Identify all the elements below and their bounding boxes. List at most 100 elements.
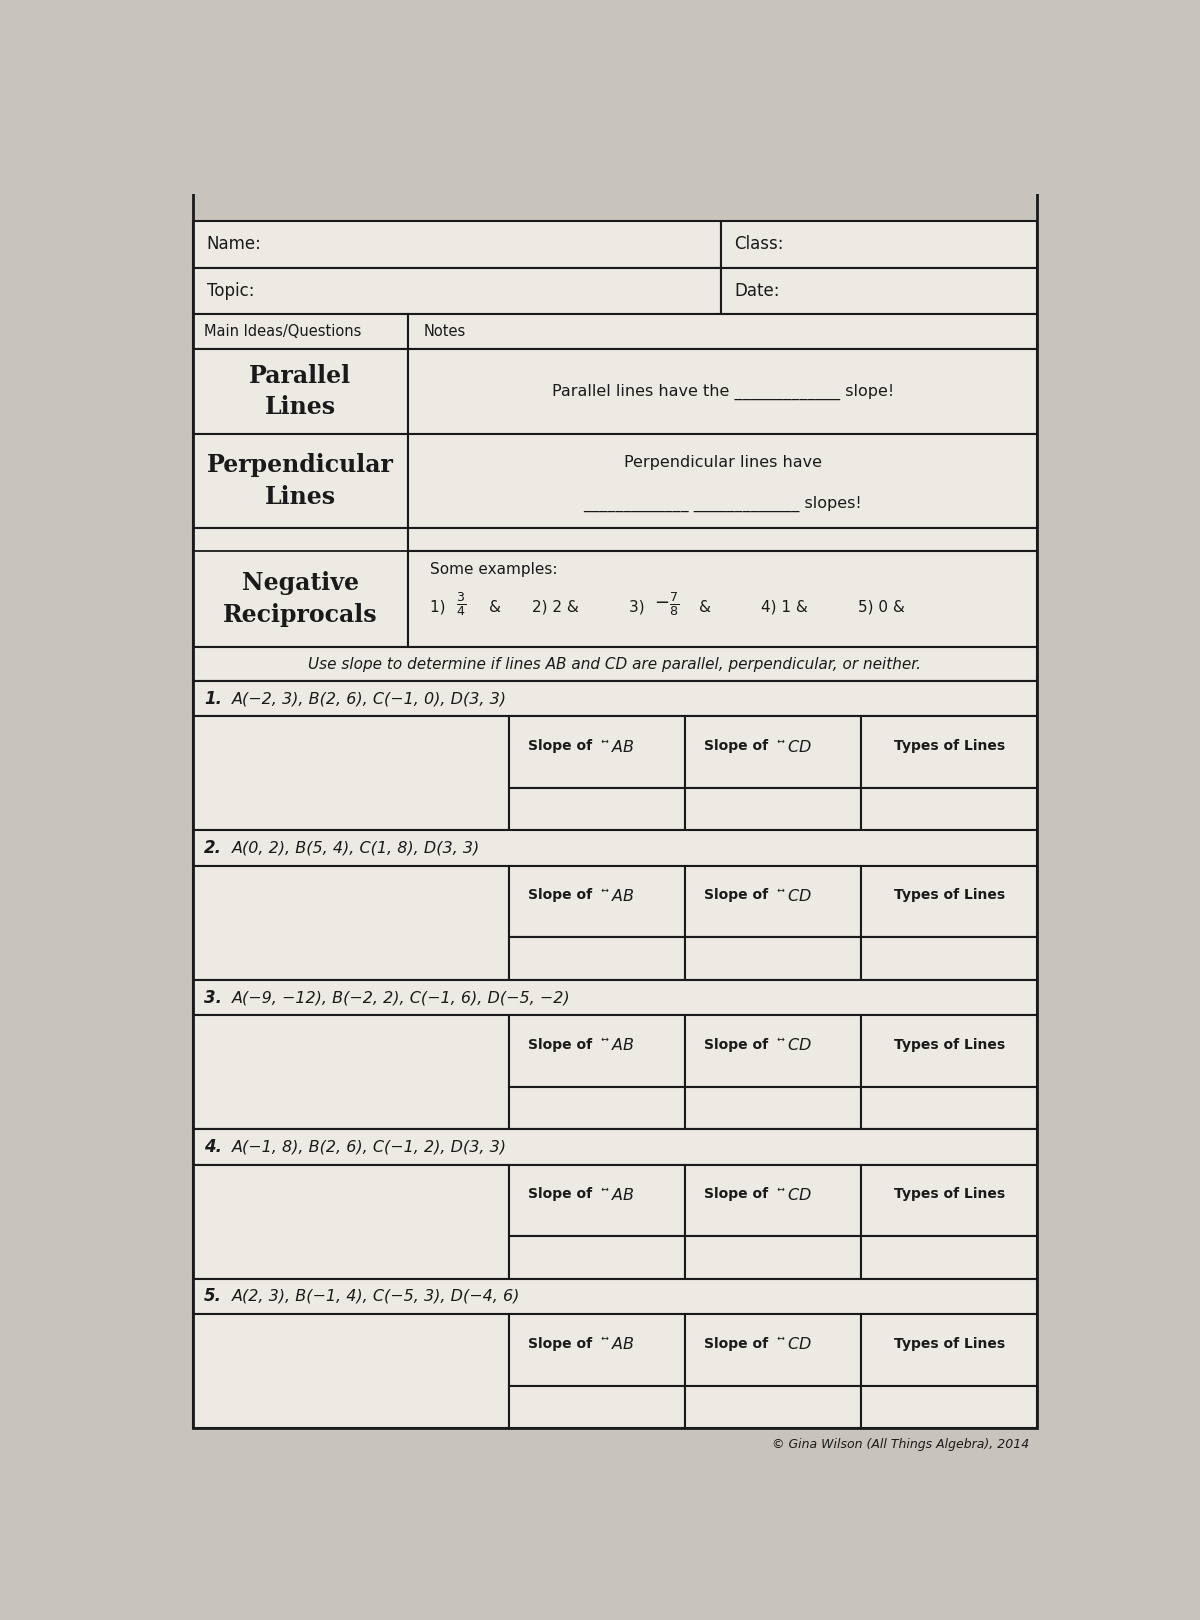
Bar <box>193 865 510 980</box>
Bar <box>862 787 1037 831</box>
Text: Use slope to determine if lines AB and CD are parallel, perpendicular, or neithe: Use slope to determine if lines AB and C… <box>308 656 922 672</box>
Bar <box>685 1236 862 1278</box>
Text: Types of Lines: Types of Lines <box>894 1187 1004 1202</box>
Bar <box>193 680 1037 716</box>
Text: 2) 2 &: 2) 2 & <box>532 599 578 614</box>
Text: Parallel
Lines: Parallel Lines <box>250 364 352 420</box>
Text: Slope of: Slope of <box>704 1187 773 1202</box>
Bar <box>862 1087 1037 1129</box>
Bar <box>862 1236 1037 1278</box>
Text: Types of Lines: Types of Lines <box>894 739 1004 753</box>
Bar <box>685 1165 862 1236</box>
Bar <box>193 434 408 528</box>
Bar <box>685 787 862 831</box>
Text: $\overleftrightarrow{CD}$: $\overleftrightarrow{CD}$ <box>778 1037 812 1053</box>
Bar <box>193 314 408 350</box>
Text: Slope of: Slope of <box>704 1038 773 1051</box>
Text: Perpendicular lines have: Perpendicular lines have <box>624 455 822 470</box>
Text: $\overleftrightarrow{AB}$: $\overleftrightarrow{AB}$ <box>601 1037 635 1053</box>
Bar <box>862 1314 1037 1385</box>
Bar <box>510 1087 685 1129</box>
Text: 5) 0 &: 5) 0 & <box>858 599 905 614</box>
Bar <box>193 980 1037 1016</box>
Bar <box>862 716 1037 787</box>
Bar <box>862 1165 1037 1236</box>
Bar <box>685 1385 862 1427</box>
Text: $\overleftrightarrow{AB}$: $\overleftrightarrow{AB}$ <box>601 1186 635 1202</box>
Text: 1): 1) <box>430 599 450 614</box>
Bar <box>408 350 1037 434</box>
Text: 4) 1 &: 4) 1 & <box>761 599 808 614</box>
Bar <box>193 1165 510 1278</box>
Bar <box>510 938 685 980</box>
Text: Types of Lines: Types of Lines <box>894 1038 1004 1051</box>
Bar <box>193 350 408 434</box>
Bar <box>720 267 1037 314</box>
Text: Date:: Date: <box>734 282 780 300</box>
Bar <box>510 787 685 831</box>
Text: Slope of: Slope of <box>528 1038 598 1051</box>
Text: 4.: 4. <box>204 1137 222 1157</box>
Text: Main Ideas/Questions: Main Ideas/Questions <box>204 324 361 339</box>
Bar <box>408 314 1037 350</box>
Text: Slope of: Slope of <box>528 1336 598 1351</box>
Text: 3.: 3. <box>204 988 222 1006</box>
Text: Some examples:: Some examples: <box>430 562 557 577</box>
Text: $-\frac{7}{8}$: $-\frac{7}{8}$ <box>654 590 679 617</box>
Text: Types of Lines: Types of Lines <box>894 888 1004 902</box>
Text: 5.: 5. <box>204 1288 222 1306</box>
Bar <box>193 222 720 267</box>
Text: A(−1, 8), B(2, 6), C(−1, 2), D(3, 3): A(−1, 8), B(2, 6), C(−1, 2), D(3, 3) <box>232 1139 506 1155</box>
Bar <box>408 528 1037 551</box>
Text: Types of Lines: Types of Lines <box>894 1336 1004 1351</box>
Bar <box>510 1165 685 1236</box>
Text: $\overleftrightarrow{CD}$: $\overleftrightarrow{CD}$ <box>778 737 812 755</box>
Bar <box>862 1016 1037 1087</box>
Bar <box>720 222 1037 267</box>
Text: $\overleftrightarrow{CD}$: $\overleftrightarrow{CD}$ <box>778 888 812 904</box>
Bar <box>408 551 1037 646</box>
Text: Class:: Class: <box>734 235 784 253</box>
Text: $\overleftrightarrow{AB}$: $\overleftrightarrow{AB}$ <box>601 737 635 755</box>
Text: Topic:: Topic: <box>206 282 254 300</box>
Text: 3): 3) <box>629 599 649 614</box>
Bar <box>685 716 862 787</box>
Bar <box>193 1129 1037 1165</box>
Text: &: & <box>698 599 710 614</box>
Text: $\overleftrightarrow{CD}$: $\overleftrightarrow{CD}$ <box>778 1186 812 1202</box>
Text: $\overleftrightarrow{AB}$: $\overleftrightarrow{AB}$ <box>601 888 635 904</box>
Bar <box>685 1087 862 1129</box>
Text: Notes: Notes <box>424 324 466 339</box>
Bar <box>193 1314 510 1427</box>
Bar <box>193 1278 1037 1314</box>
Bar <box>193 528 408 646</box>
Bar <box>510 1314 685 1385</box>
Text: 2.: 2. <box>204 839 222 857</box>
Bar <box>510 1016 685 1087</box>
Bar <box>510 865 685 938</box>
Text: Slope of: Slope of <box>528 888 598 902</box>
Bar <box>862 938 1037 980</box>
Text: Negative
Reciprocals: Negative Reciprocals <box>223 572 378 627</box>
Bar <box>510 716 685 787</box>
Bar <box>193 716 510 831</box>
Text: Slope of: Slope of <box>528 1187 598 1202</box>
Bar <box>862 1385 1037 1427</box>
Bar <box>685 865 862 938</box>
Text: Parallel lines have the _____________ slope!: Parallel lines have the _____________ sl… <box>552 384 894 400</box>
Text: Perpendicular
Lines: Perpendicular Lines <box>206 454 394 509</box>
Text: Name:: Name: <box>206 235 262 253</box>
Text: A(0, 2), B(5, 4), C(1, 8), D(3, 3): A(0, 2), B(5, 4), C(1, 8), D(3, 3) <box>232 841 480 855</box>
Bar <box>193 1016 510 1129</box>
Bar <box>685 938 862 980</box>
Bar <box>862 865 1037 938</box>
Text: A(−2, 3), B(2, 6), C(−1, 0), D(3, 3): A(−2, 3), B(2, 6), C(−1, 0), D(3, 3) <box>232 692 506 706</box>
Bar <box>193 267 720 314</box>
Text: Slope of: Slope of <box>704 739 773 753</box>
Text: Slope of: Slope of <box>704 888 773 902</box>
Bar <box>510 1385 685 1427</box>
Bar <box>408 434 1037 528</box>
Text: Slope of: Slope of <box>528 739 598 753</box>
Bar <box>685 1314 862 1385</box>
Text: &: & <box>490 599 502 614</box>
